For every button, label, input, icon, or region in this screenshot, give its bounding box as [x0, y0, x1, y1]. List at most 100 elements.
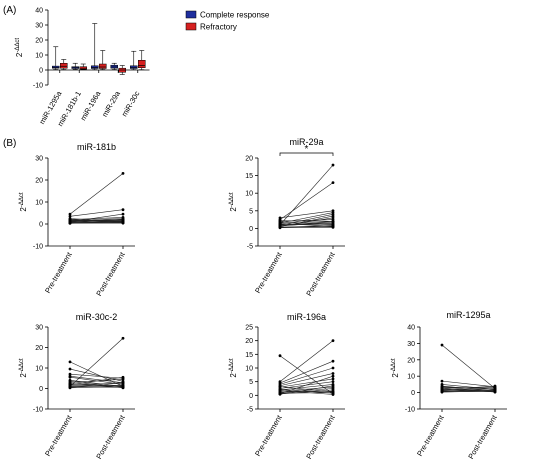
- paired-2-pair-line: [279, 223, 334, 226]
- paired-4-pair-line: [279, 385, 334, 395]
- paired-1-x-tick-label: Pre-treatment: [43, 250, 74, 295]
- paired-2-post-point: [331, 163, 335, 167]
- paired-3-title: miR-30c-2: [76, 312, 118, 322]
- paired-5-pair-line: [441, 344, 496, 389]
- paired-3-pre-point: [68, 374, 72, 378]
- paired-1-pair-line: [69, 218, 124, 223]
- paired-2-pre-point: [278, 222, 282, 225]
- paired-4-x-tick-label: Post-treatment: [304, 413, 337, 461]
- paired-4-post-point: [331, 339, 335, 343]
- paired-5-post-point: [493, 389, 497, 393]
- paired-3-pre-point: [68, 383, 72, 387]
- paired-2-pre-point: [278, 226, 282, 230]
- paired-3-x-tick-label: Post-treatment: [94, 413, 127, 461]
- paired-5-pre-point: [440, 343, 444, 347]
- paired-1-y-tick-label: 30: [35, 156, 43, 163]
- boxplot-box: [138, 60, 146, 68]
- paired-3-x-tick-label: Pre-treatment: [43, 413, 74, 458]
- paired-3-y-label: 2-ΔΔct: [19, 358, 28, 377]
- paired-4-pair-line: [279, 360, 334, 384]
- paired-1-pair-line: [69, 173, 124, 215]
- paired-1-pre-point: [68, 212, 72, 216]
- paired-3-y-tick-label: 30: [35, 325, 43, 332]
- paired-1-post-point: [121, 217, 125, 221]
- boxplot-y-tick-label: 30: [35, 23, 43, 30]
- boxplot-box: [99, 63, 107, 69]
- paired-4-post-point: [331, 359, 335, 363]
- paired-3-post-point: [121, 385, 125, 388]
- paired-3-pair-line: [69, 376, 124, 386]
- paired-4-y-tick-label: -5: [247, 407, 253, 414]
- paired-2-pair-line: [279, 217, 334, 227]
- paired-2-significance-marker: *: [305, 144, 309, 155]
- paired-4-pre-point: [278, 389, 282, 392]
- paired-2-pair-line: [279, 164, 334, 226]
- paired-4-pre-point: [278, 354, 282, 358]
- paired-3-pair-line: [69, 375, 124, 384]
- paired-4-y-tick-label: 10: [245, 366, 253, 373]
- boxplot-y-tick-label: -10: [33, 83, 43, 90]
- paired-4-y-tick-label: 20: [245, 338, 253, 345]
- paired-2-pair-line: [279, 214, 334, 226]
- paired-5-y-tick-label: 0: [411, 390, 415, 397]
- paired-4-pair-line: [279, 367, 334, 385]
- paired-4-pair-line: [279, 384, 334, 391]
- paired-2-y-tick-label: 15: [245, 173, 253, 180]
- paired-5-post-point: [493, 384, 497, 388]
- paired-1-post-point: [121, 172, 125, 175]
- paired-3-pair-line: [69, 383, 124, 387]
- paired-3-post-point: [121, 375, 125, 379]
- paired-2-y-tick-label: 5: [249, 208, 253, 215]
- paired-5-x-tick-label: Post-treatment: [466, 413, 499, 461]
- paired-3-pair-line: [69, 386, 124, 389]
- paired-1-post-point: [121, 221, 125, 225]
- paired-4-y-label: 2-ΔΔct: [229, 358, 238, 377]
- paired-4-y-tick-label: 0: [249, 393, 253, 400]
- paired-3-post-point: [121, 377, 125, 381]
- paired-1-y-tick-label: 20: [35, 178, 43, 185]
- paired-5-y-tick-label: 10: [407, 374, 415, 381]
- paired-3-pre-point: [68, 386, 72, 390]
- paired-5-title: miR-1295a: [446, 310, 490, 320]
- paired-5-post-point: [493, 387, 497, 391]
- paired-2-x-tick-label: Pre-treatment: [253, 250, 284, 295]
- paired-1-x-tick-label: Post-treatment: [94, 250, 127, 298]
- paired-4-post-point: [331, 374, 335, 378]
- boxplot-y-label: 2-ΔΔct: [15, 38, 24, 57]
- paired-3-pre-point: [68, 372, 72, 376]
- paired-3-post-point: [121, 381, 125, 385]
- paired-5-y-tick-label: 40: [407, 325, 415, 332]
- paired-5-pre-point: [440, 390, 444, 394]
- paired-2-post-point: [331, 222, 335, 226]
- paired-2-x-tick-label: Post-treatment: [304, 250, 337, 298]
- paired-1-title: miR-181b: [77, 142, 116, 152]
- paired-2-pair-line: [279, 220, 334, 222]
- legend-swatch: [185, 10, 197, 19]
- paired-2-pair-line: [279, 221, 334, 225]
- boxplot-y-tick-label: 20: [35, 38, 43, 45]
- paired-4-pair-line: [279, 378, 334, 388]
- boxplot-box: [91, 65, 99, 69]
- paired-4-pair-line: [279, 390, 334, 395]
- paired-3-pre-point: [68, 360, 72, 364]
- paired-4-pre-point: [278, 385, 282, 388]
- paired-4-post-point: [331, 366, 335, 370]
- paired-4-pair-line: [279, 386, 334, 393]
- paired-2-title: miR-29a: [289, 137, 323, 147]
- paired-3-pair-line: [69, 373, 124, 379]
- paired-2-pre-point: [278, 219, 282, 223]
- boxplot-y-tick-label: 0: [39, 68, 43, 75]
- paired-4-post-point: [331, 390, 335, 394]
- paired-5-pair-line: [441, 380, 496, 388]
- paired-1-y-tick-label: -10: [33, 244, 43, 251]
- paired-5-y-label: 2-ΔΔct: [391, 358, 400, 377]
- paired-4-post-point: [331, 384, 335, 388]
- paired-2-pre-point: [278, 216, 282, 220]
- paired-2-y-tick-label: 20: [245, 156, 253, 163]
- paired-4-pair-line: [279, 375, 334, 394]
- legend-label: Refractory: [200, 23, 237, 32]
- paired-1-y-tick-label: 10: [35, 200, 43, 207]
- paired-5-pair-line: [441, 390, 496, 393]
- paired-5-pre-point: [440, 379, 444, 383]
- paired-2-pair-line: [279, 210, 334, 219]
